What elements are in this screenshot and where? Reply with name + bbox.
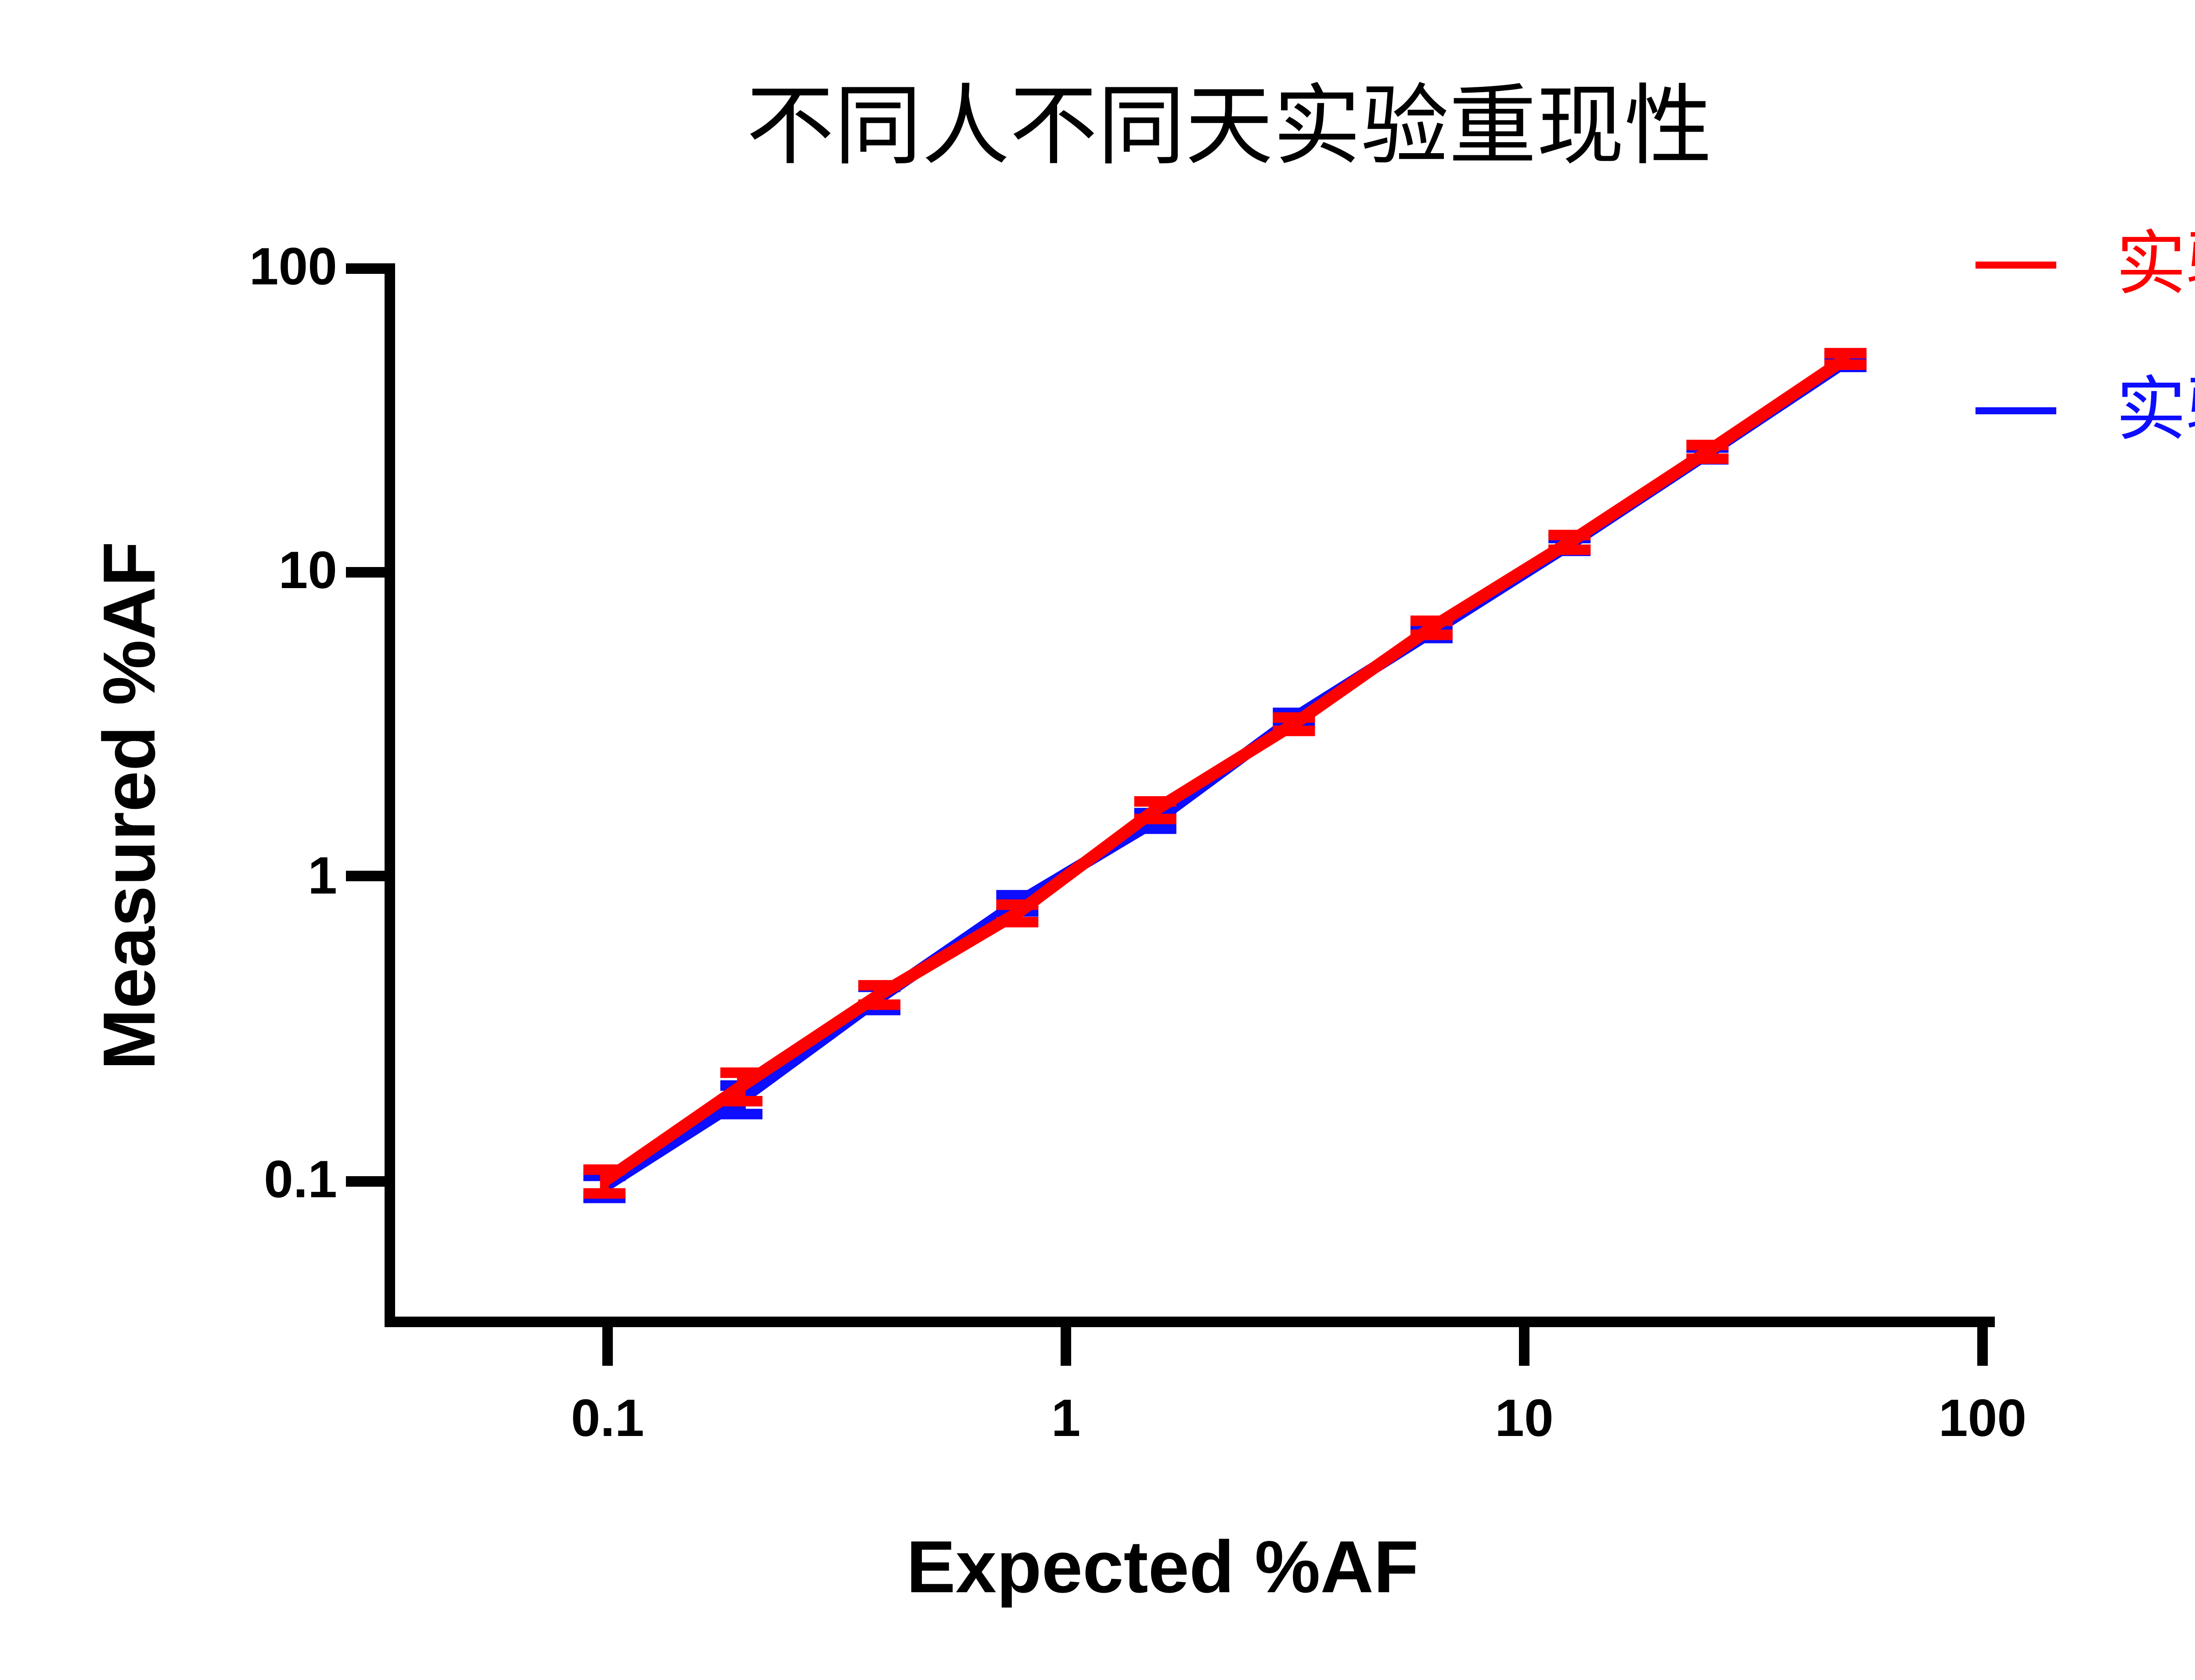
y-axis-line	[385, 263, 395, 1327]
series-line	[601, 356, 1849, 1192]
series-实验员A Day1	[583, 348, 1867, 1199]
y-tick-label: 100	[249, 239, 337, 297]
chart-title: 不同人不同天实验重现性	[746, 77, 1712, 176]
x-axis-title: Expected %AF	[906, 1526, 1419, 1608]
y-tick-mark	[346, 1176, 385, 1187]
legend-line-series-a	[1976, 262, 2056, 269]
y-tick-mark	[346, 871, 385, 881]
legend-label-series-b: 实验员B Day2	[2116, 370, 2195, 449]
y-axis-title: Measured %AF	[88, 541, 170, 1070]
legend-label-series-a: 实验员A Day1	[2116, 225, 2195, 304]
x-tick-mark	[1977, 1327, 1988, 1366]
x-tick-label: 100	[1938, 1390, 2027, 1448]
x-tick-label: 1	[1051, 1390, 1081, 1448]
y-tick-label: 1	[308, 848, 337, 906]
x-axis-line	[385, 1317, 1995, 1327]
legend-line-series-b	[1976, 407, 2056, 414]
x-tick-label: 0.1	[571, 1390, 644, 1448]
x-tick-mark	[602, 1327, 613, 1366]
series-实验员B Day2	[583, 351, 1867, 1203]
y-tick-label: 10	[278, 542, 338, 600]
y-tick-label: 0.1	[264, 1152, 337, 1210]
x-tick-mark	[1061, 1327, 1071, 1366]
y-tick-mark	[346, 263, 385, 274]
x-tick-label: 10	[1495, 1390, 1554, 1448]
series-line	[601, 354, 1849, 1186]
y-tick-mark	[346, 567, 385, 578]
x-tick-mark	[1519, 1327, 1529, 1366]
